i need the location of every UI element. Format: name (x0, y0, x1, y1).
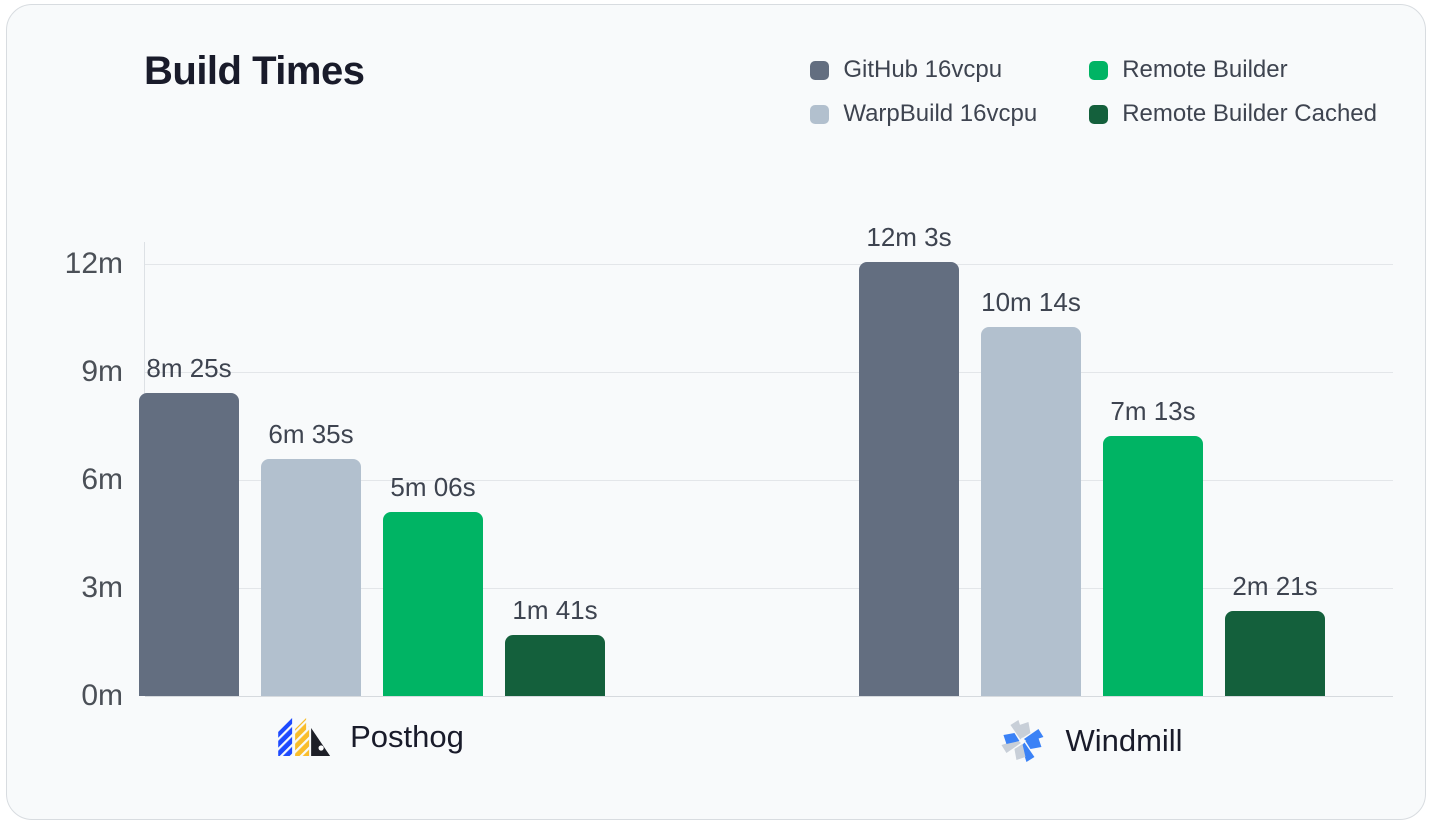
legend-item-label: GitHub 16vcpu (843, 56, 1003, 83)
bar[interactable]: 12m 3s (859, 222, 959, 696)
legend-item-label: Remote Builder (1122, 56, 1288, 83)
bar-value-label: 1m 41s (512, 595, 598, 626)
bar[interactable]: 10m 14s (981, 287, 1081, 696)
x-axis-category: Posthog (278, 718, 464, 756)
x-axis-category-label: Windmill (1065, 723, 1183, 758)
y-axis-tick-label: 12m (64, 246, 123, 280)
legend-swatch-icon (1089, 60, 1109, 80)
legend-item-remote-builder[interactable]: Remote Builder (1089, 48, 1377, 92)
bar-value-label: 10m 14s (981, 287, 1081, 318)
y-axis-tick-label: 0m (81, 679, 123, 712)
legend-item-label: WarpBuild 16vcpu (843, 100, 1038, 127)
bar[interactable]: 6m 35s (261, 419, 361, 696)
bar-value-label: 8m 25s (146, 352, 232, 383)
bar[interactable]: 5m 06s (383, 472, 483, 696)
legend-swatch-icon (810, 104, 830, 124)
y-axis-tick-label: 6m (81, 462, 123, 496)
legend-swatch-icon (1089, 104, 1109, 124)
posthog-logo-icon (278, 718, 331, 756)
bar[interactable]: 8m 25s (139, 353, 239, 696)
gridline (145, 263, 1393, 265)
axis-baseline (145, 696, 1393, 697)
y-axis-tick-label: 3m (81, 570, 123, 604)
bar[interactable]: 7m 13s (1103, 396, 1203, 696)
x-axis-category-label: Posthog (350, 719, 464, 754)
legend-item-github[interactable]: GitHub 16vcpu (810, 48, 1037, 92)
windmill-logo-icon (1001, 720, 1044, 762)
bar-value-label: 6m 35s (268, 418, 354, 449)
x-axis-category: Windmill (999, 718, 1183, 764)
bar-value-label: 2m 21s (1232, 571, 1318, 602)
legend-item-label: Remote Builder Cached (1122, 100, 1377, 127)
bar[interactable]: 2m 21s (1225, 571, 1325, 696)
legend-item-remote-builder-cached[interactable]: Remote Builder Cached (1089, 92, 1377, 136)
legend-swatch-icon (810, 60, 830, 80)
chart-card: Build Times GitHub 16vcpu Remote Builder… (6, 4, 1426, 820)
page-title: Build Times (144, 49, 365, 93)
gridline (145, 479, 1393, 481)
bar[interactable]: 1m 41s (505, 595, 605, 696)
plot-area: 0m 3m 6m 9m 12m 8m 25s 6m 35s 5m 06s 1m 41s 12m 3… (65, 222, 1393, 712)
gridline (145, 371, 1393, 373)
legend-item-warpbuild[interactable]: WarpBuild 16vcpu (810, 92, 1037, 136)
gridline (145, 587, 1393, 589)
y-axis-tick-label: 9m (81, 354, 123, 388)
bar-value-label: 12m 3s (866, 221, 952, 252)
bar-value-label: 5m 06s (390, 472, 476, 503)
chart-legend: GitHub 16vcpu Remote Builder WarpBuild 1… (810, 48, 1377, 136)
bar-value-label: 7m 13s (1110, 395, 1196, 426)
